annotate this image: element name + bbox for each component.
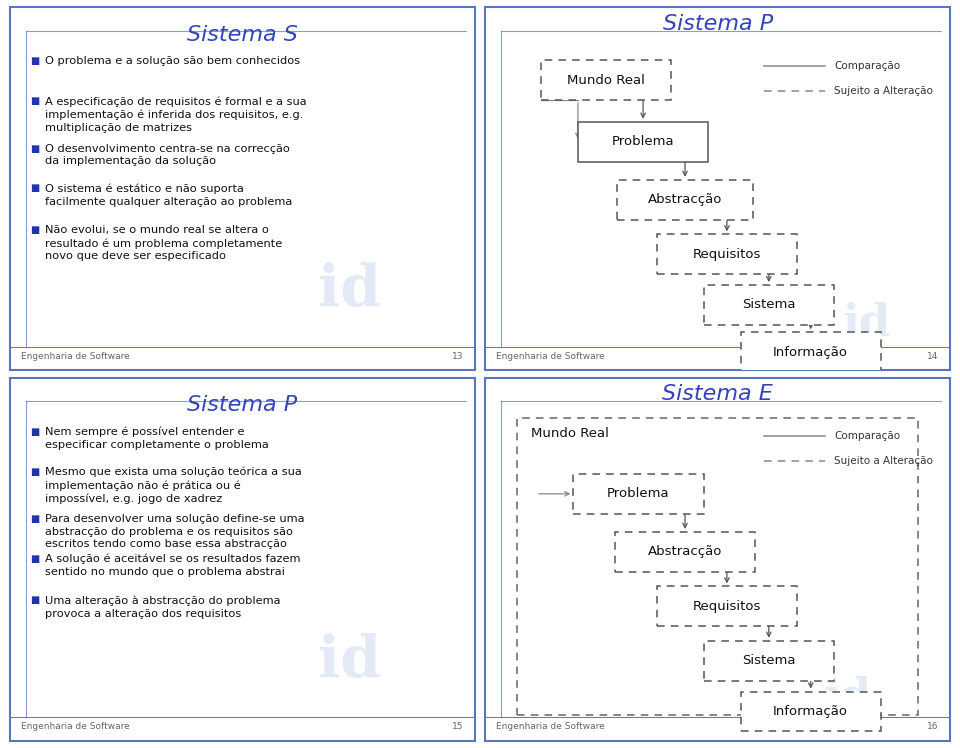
Text: Mesmo que exista uma solução teórica a sua
implementação não é prática ou é
impo: Mesmo que exista uma solução teórica a s… [44, 467, 301, 504]
Text: Nem sempre é possível entender e
especificar completamente o problema: Nem sempre é possível entender e especif… [44, 426, 268, 450]
Text: id: id [843, 301, 891, 345]
Text: Engenharia de Software: Engenharia de Software [496, 723, 605, 732]
Text: ■: ■ [31, 56, 39, 67]
Bar [741, 692, 880, 732]
Text: ■: ■ [31, 514, 39, 524]
Bar [704, 641, 834, 681]
Text: Sistema P: Sistema P [662, 13, 773, 34]
Text: Informação: Informação [773, 705, 849, 718]
Text: Sistema: Sistema [742, 654, 796, 667]
Text: Problema: Problema [612, 135, 675, 148]
Text: ■: ■ [31, 225, 39, 235]
Text: Comparação: Comparação [834, 431, 900, 441]
Text: Problema: Problema [607, 488, 670, 500]
Bar [615, 532, 755, 571]
Text: ■: ■ [31, 554, 39, 564]
Text: Abstracção: Abstracção [648, 193, 722, 206]
Bar [741, 332, 880, 372]
Text: Sistema S: Sistema S [187, 25, 298, 45]
Text: O problema e a solução são bem conhecidos: O problema e a solução são bem conhecido… [44, 56, 300, 67]
Text: A solução é aceitável se os resultados fazem
sentido no mundo que o problema abs: A solução é aceitável se os resultados f… [44, 554, 300, 577]
Text: Engenharia de Software: Engenharia de Software [21, 723, 130, 732]
Bar [657, 234, 797, 274]
Text: O desenvolvimento centra-se na correcção
da implementação da solução: O desenvolvimento centra-se na correcção… [44, 144, 289, 166]
Text: 13: 13 [452, 352, 464, 361]
Bar [573, 474, 704, 514]
Text: Mundo Real: Mundo Real [567, 73, 645, 87]
Text: Sujeito a Alteração: Sujeito a Alteração [834, 86, 933, 96]
Text: Requisitos: Requisitos [693, 600, 761, 613]
Text: 14: 14 [927, 352, 939, 361]
Text: O sistema é estático e não suporta
facilmente qualquer alteração ao problema: O sistema é estático e não suporta facil… [44, 183, 292, 206]
Text: Sistema P: Sistema P [187, 395, 298, 415]
Text: id: id [824, 675, 872, 719]
Text: Engenharia de Software: Engenharia de Software [21, 352, 130, 361]
Bar [657, 586, 797, 626]
Text: Informação: Informação [773, 346, 849, 358]
Bar [704, 285, 834, 325]
Text: Não evolui, se o mundo real se altera o
resultado é um problema completamente
no: Não evolui, se o mundo real se altera o … [44, 225, 282, 261]
Text: Para desenvolver uma solução define-se uma
abstracção do problema e os requisito: Para desenvolver uma solução define-se u… [44, 514, 304, 549]
Bar [578, 122, 708, 162]
Text: Requisitos: Requisitos [693, 248, 761, 260]
Text: 15: 15 [452, 723, 464, 732]
Text: ■: ■ [31, 96, 39, 106]
Text: Comparação: Comparação [834, 61, 900, 70]
Text: ■: ■ [31, 426, 39, 437]
Text: ■: ■ [31, 144, 39, 153]
Text: Sujeito a Alteração: Sujeito a Alteração [834, 456, 933, 466]
Text: id: id [318, 263, 381, 319]
Text: 16: 16 [927, 723, 939, 732]
Text: ■: ■ [31, 595, 39, 605]
Text: Abstracção: Abstracção [648, 545, 722, 558]
Text: ■: ■ [31, 183, 39, 194]
Text: Mundo Real: Mundo Real [532, 426, 610, 440]
Text: Sistema E: Sistema E [662, 384, 773, 404]
Bar [617, 180, 753, 220]
Bar [517, 417, 918, 715]
Bar [540, 60, 671, 100]
Text: A especificação de requisitos é formal e a sua
implementação é inferida dos requ: A especificação de requisitos é formal e… [44, 96, 306, 133]
Text: Uma alteração à abstracção do problema
provoca a alteração dos requisitos: Uma alteração à abstracção do problema p… [44, 595, 280, 619]
Text: ■: ■ [31, 467, 39, 476]
Text: id: id [318, 633, 381, 689]
Text: Sistema: Sistema [742, 298, 796, 311]
Text: Engenharia de Software: Engenharia de Software [496, 352, 605, 361]
